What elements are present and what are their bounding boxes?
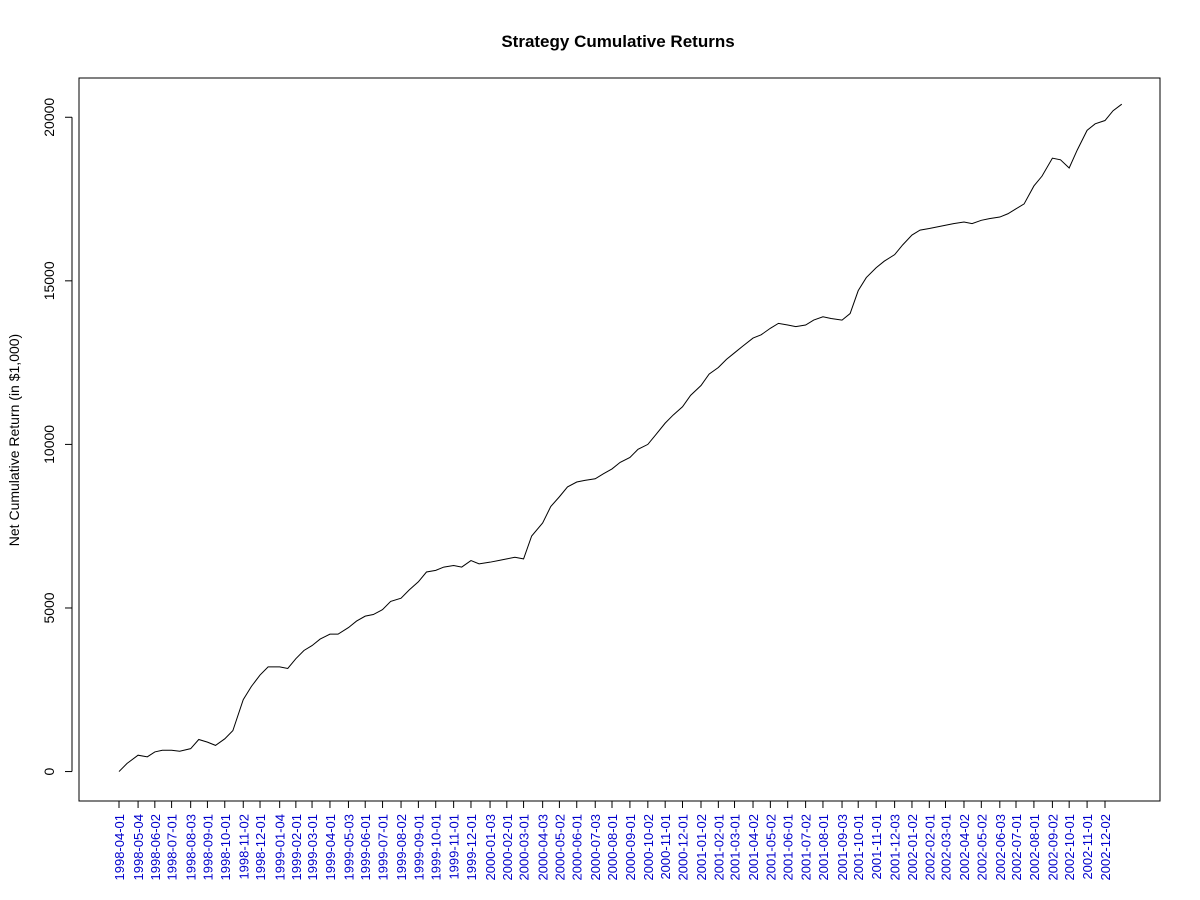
x-tick-label: 1998-08-03 bbox=[184, 814, 199, 881]
x-tick-label: 1998-04-01 bbox=[112, 814, 127, 881]
x-tick-label: 2001-06-01 bbox=[781, 814, 796, 881]
plot-frame bbox=[78, 77, 1161, 802]
x-tick-label: 2001-07-02 bbox=[799, 814, 814, 881]
x-tick-label: 2000-04-03 bbox=[536, 814, 551, 881]
x-tick-label: 1999-10-01 bbox=[429, 814, 444, 881]
x-tick-label: 1998-07-01 bbox=[165, 814, 180, 881]
x-tick-label: 2000-03-01 bbox=[517, 814, 532, 881]
x-tick-label: 1998-10-01 bbox=[218, 814, 233, 881]
x-tick-label: 1999-03-01 bbox=[305, 814, 320, 881]
x-tick-label: 2001-11-01 bbox=[869, 814, 884, 880]
x-tick-label: 1999-05-03 bbox=[341, 814, 356, 881]
y-tick-label: 20000 bbox=[41, 98, 57, 137]
x-tick-label: 1999-04-01 bbox=[323, 814, 338, 881]
x-tick-label: 2002-04-02 bbox=[957, 814, 972, 881]
x-tick-label: 1999-11-01 bbox=[447, 814, 462, 880]
x-tick-label: 1998-05-04 bbox=[131, 814, 146, 881]
x-tick-label: 1999-08-02 bbox=[394, 814, 409, 881]
x-tick-label: 2000-07-03 bbox=[588, 814, 603, 881]
x-tick-label: 2000-06-01 bbox=[570, 814, 585, 881]
x-tick-label: 2000-02-01 bbox=[500, 814, 515, 881]
x-tick-label: 2001-10-01 bbox=[851, 814, 866, 881]
x-tick-label: 2002-11-01 bbox=[1080, 814, 1095, 880]
y-tick-label: 0 bbox=[41, 767, 57, 775]
x-tick-label: 1999-06-01 bbox=[358, 814, 373, 881]
x-axis: 1998-04-01 1998-05-04 1998-06-02 1998-07-01… bbox=[112, 800, 1113, 881]
x-tick-label: 2002-01-02 bbox=[905, 814, 920, 881]
x-tick-label: 1999-02-01 bbox=[289, 814, 304, 881]
x-tick-label: 1999-07-01 bbox=[376, 814, 391, 881]
x-tick-label: 1998-12-01 bbox=[253, 814, 268, 881]
x-tick-label: 1999-01-04 bbox=[273, 814, 288, 881]
x-tick-label: 2002-06-03 bbox=[993, 814, 1008, 881]
x-tick-label: 2001-02-01 bbox=[711, 814, 726, 881]
x-tick-label: 1998-06-02 bbox=[148, 814, 163, 881]
y-tick-label: 10000 bbox=[41, 425, 57, 464]
x-tick-label: 2001-05-02 bbox=[763, 814, 778, 881]
x-tick-label: 2000-10-02 bbox=[641, 814, 656, 881]
x-tick-label: 2002-09-02 bbox=[1045, 814, 1060, 881]
x-tick-label: 2001-08-01 bbox=[816, 814, 831, 881]
x-tick-label: 2002-02-01 bbox=[922, 814, 937, 881]
x-tick-label: 2000-08-01 bbox=[605, 814, 620, 881]
x-tick-label: 1999-09-01 bbox=[411, 814, 426, 881]
x-tick-label: 2000-11-01 bbox=[658, 814, 673, 880]
x-tick-label: 1998-09-01 bbox=[200, 814, 215, 881]
x-tick-label: 2002-08-01 bbox=[1027, 814, 1042, 881]
x-tick-label: 2002-07-01 bbox=[1009, 814, 1024, 881]
x-tick-label: 1998-11-02 bbox=[236, 814, 251, 880]
x-tick-label: 2001-12-03 bbox=[888, 814, 903, 881]
cumulative-return-line bbox=[118, 103, 1123, 772]
x-tick-label: 2001-01-02 bbox=[694, 814, 709, 881]
x-tick-label: 2000-12-01 bbox=[676, 814, 691, 881]
chart-title: Strategy Cumulative Returns bbox=[501, 32, 734, 51]
x-tick-label: 2001-09-03 bbox=[835, 814, 850, 881]
y-tick-label: 15000 bbox=[41, 261, 57, 300]
y-tick-label: 5000 bbox=[41, 592, 57, 623]
x-tick-label: 2000-09-01 bbox=[623, 814, 638, 881]
y-axis-label: Net Cumulative Return (in $1,000) bbox=[6, 334, 22, 546]
x-tick-label: 2001-04-02 bbox=[746, 814, 761, 881]
y-axis: 0 5000 10000 15000 20000 bbox=[41, 98, 73, 775]
x-tick-label: 2002-05-02 bbox=[974, 814, 989, 881]
x-tick-label: 2002-12-02 bbox=[1098, 814, 1113, 881]
x-tick-label: 2000-05-02 bbox=[552, 814, 567, 881]
x-tick-label: 2002-10-01 bbox=[1062, 814, 1077, 881]
x-tick-label: 2001-03-01 bbox=[728, 814, 743, 881]
x-tick-label: 2002-03-01 bbox=[938, 814, 953, 881]
x-tick-label: 2000-01-03 bbox=[483, 814, 498, 881]
x-tick-label: 1999-12-01 bbox=[464, 814, 479, 881]
